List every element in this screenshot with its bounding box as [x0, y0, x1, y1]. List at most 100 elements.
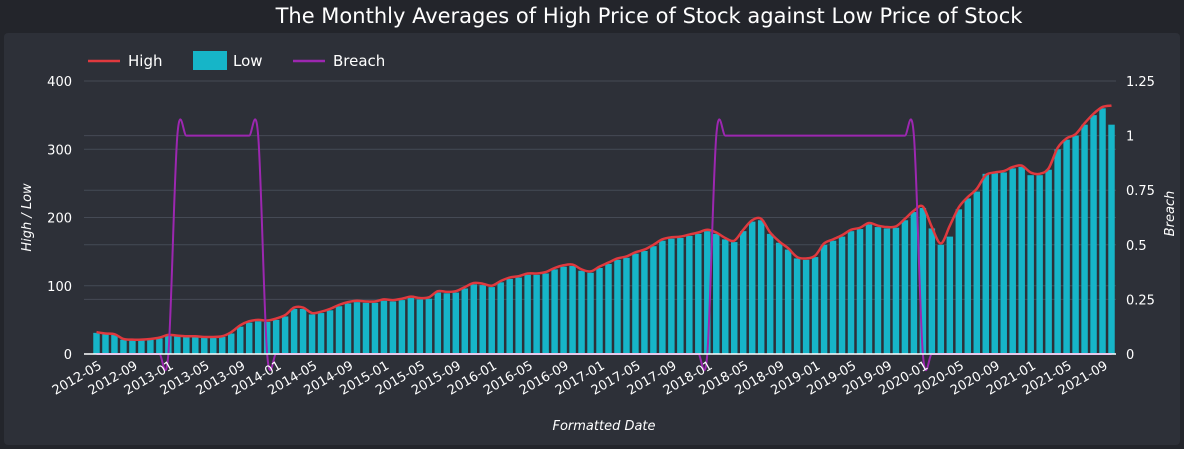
low-bar: [192, 336, 199, 354]
low-bar: [488, 287, 495, 354]
low-bar: [1009, 168, 1016, 354]
legend-item-high: High: [88, 52, 162, 70]
low-bar: [245, 322, 253, 354]
low-bar: [955, 209, 963, 354]
low-bar: [820, 244, 828, 354]
low-bar: [748, 221, 756, 354]
legend-label: High: [128, 52, 162, 70]
low-bar: [1081, 124, 1088, 355]
low-bar: [326, 310, 334, 354]
low-bar: [856, 229, 864, 354]
legend-label: Low: [233, 52, 263, 70]
low-bar: [147, 339, 154, 354]
y2-tick-label: 1: [1126, 130, 1134, 145]
low-bar: [668, 238, 675, 354]
low-bar: [371, 302, 379, 354]
low-bar: [120, 339, 127, 354]
low-bar: [111, 334, 118, 354]
low-bar: [973, 191, 981, 354]
low-bar: [1063, 139, 1070, 354]
x-axis-label: Formatted Date: [552, 419, 655, 434]
low-bar: [335, 306, 343, 354]
low-bar: [236, 326, 244, 354]
low-bar: [1000, 172, 1007, 354]
low-bar: [739, 231, 747, 354]
low-bar: [883, 228, 891, 354]
low-bar: [775, 242, 783, 354]
low-bar: [596, 268, 603, 354]
low-bar: [317, 313, 325, 354]
low-bar: [362, 302, 370, 354]
low-bar: [569, 265, 576, 354]
low-bar: [281, 316, 289, 354]
low-bar: [398, 300, 406, 354]
y2-tick-label: 1.25: [1126, 75, 1155, 90]
low-bar: [784, 249, 792, 354]
low-bar: [515, 277, 522, 354]
low-bar: [524, 274, 531, 354]
low-bar: [452, 292, 460, 354]
low-bar: [919, 207, 927, 354]
low-bars: [93, 108, 1115, 355]
low-bar: [811, 257, 819, 354]
low-bar: [865, 224, 873, 354]
low-bar: [946, 236, 954, 354]
y-axis-label: High / Low: [20, 183, 35, 252]
y-tick-label: 200: [47, 212, 72, 227]
low-bar: [254, 321, 262, 354]
low-bar: [272, 319, 280, 354]
low-bar: [686, 235, 693, 354]
low-bar: [102, 334, 109, 354]
low-bar: [587, 272, 594, 354]
y-tick-label: 100: [47, 280, 72, 295]
low-bar: [757, 220, 765, 354]
y-tick-label: 300: [47, 143, 72, 158]
low-bar: [793, 258, 801, 354]
low-bar: [614, 259, 621, 354]
low-bar: [704, 231, 711, 354]
legend: High Low Breach: [88, 51, 385, 70]
y2-tick-label: 0: [1126, 348, 1134, 363]
chart-title: The Monthly Averages of High Price of St…: [275, 4, 1023, 28]
low-bar: [677, 237, 684, 354]
low-bar: [353, 302, 361, 354]
low-bar: [416, 299, 424, 354]
low-bar: [389, 301, 397, 354]
low-bar: [174, 336, 181, 354]
low-bar: [766, 233, 774, 354]
low-bar: [533, 274, 540, 354]
low-bar: [407, 298, 415, 354]
low-bar: [847, 231, 855, 354]
low-bar: [308, 314, 316, 354]
low-bar: [1108, 124, 1115, 355]
low-bar: [695, 233, 702, 354]
low-bar: [650, 246, 657, 354]
low-bar: [623, 257, 630, 354]
low-bar: [659, 240, 666, 354]
low-bar: [892, 227, 900, 354]
low-bar: [156, 338, 163, 354]
y2-tick-label: 0.75: [1126, 184, 1155, 199]
y-tick-label: 0: [64, 348, 72, 363]
low-bar: [1036, 175, 1043, 354]
low-bar: [829, 240, 837, 354]
low-bar: [910, 212, 918, 354]
low-bar: [560, 266, 567, 354]
low-bar: [1072, 135, 1079, 354]
y2-tick-label: 0.5: [1126, 239, 1147, 254]
low-bar: [380, 300, 388, 354]
legend-item-breach: Breach: [293, 52, 385, 70]
low-bar: [470, 284, 477, 354]
low-bar: [497, 282, 504, 354]
low-bar: [506, 278, 513, 354]
low-bar: [901, 220, 909, 354]
y2-tick-label: 0.25: [1126, 293, 1155, 308]
low-bar: [542, 273, 549, 354]
low-bar: [227, 333, 235, 354]
low-bar: [722, 239, 729, 354]
low-bar: [183, 336, 190, 354]
low-bar: [344, 303, 352, 354]
low-bar: [632, 253, 639, 354]
low-bar: [138, 340, 145, 354]
low-bar: [443, 293, 451, 354]
